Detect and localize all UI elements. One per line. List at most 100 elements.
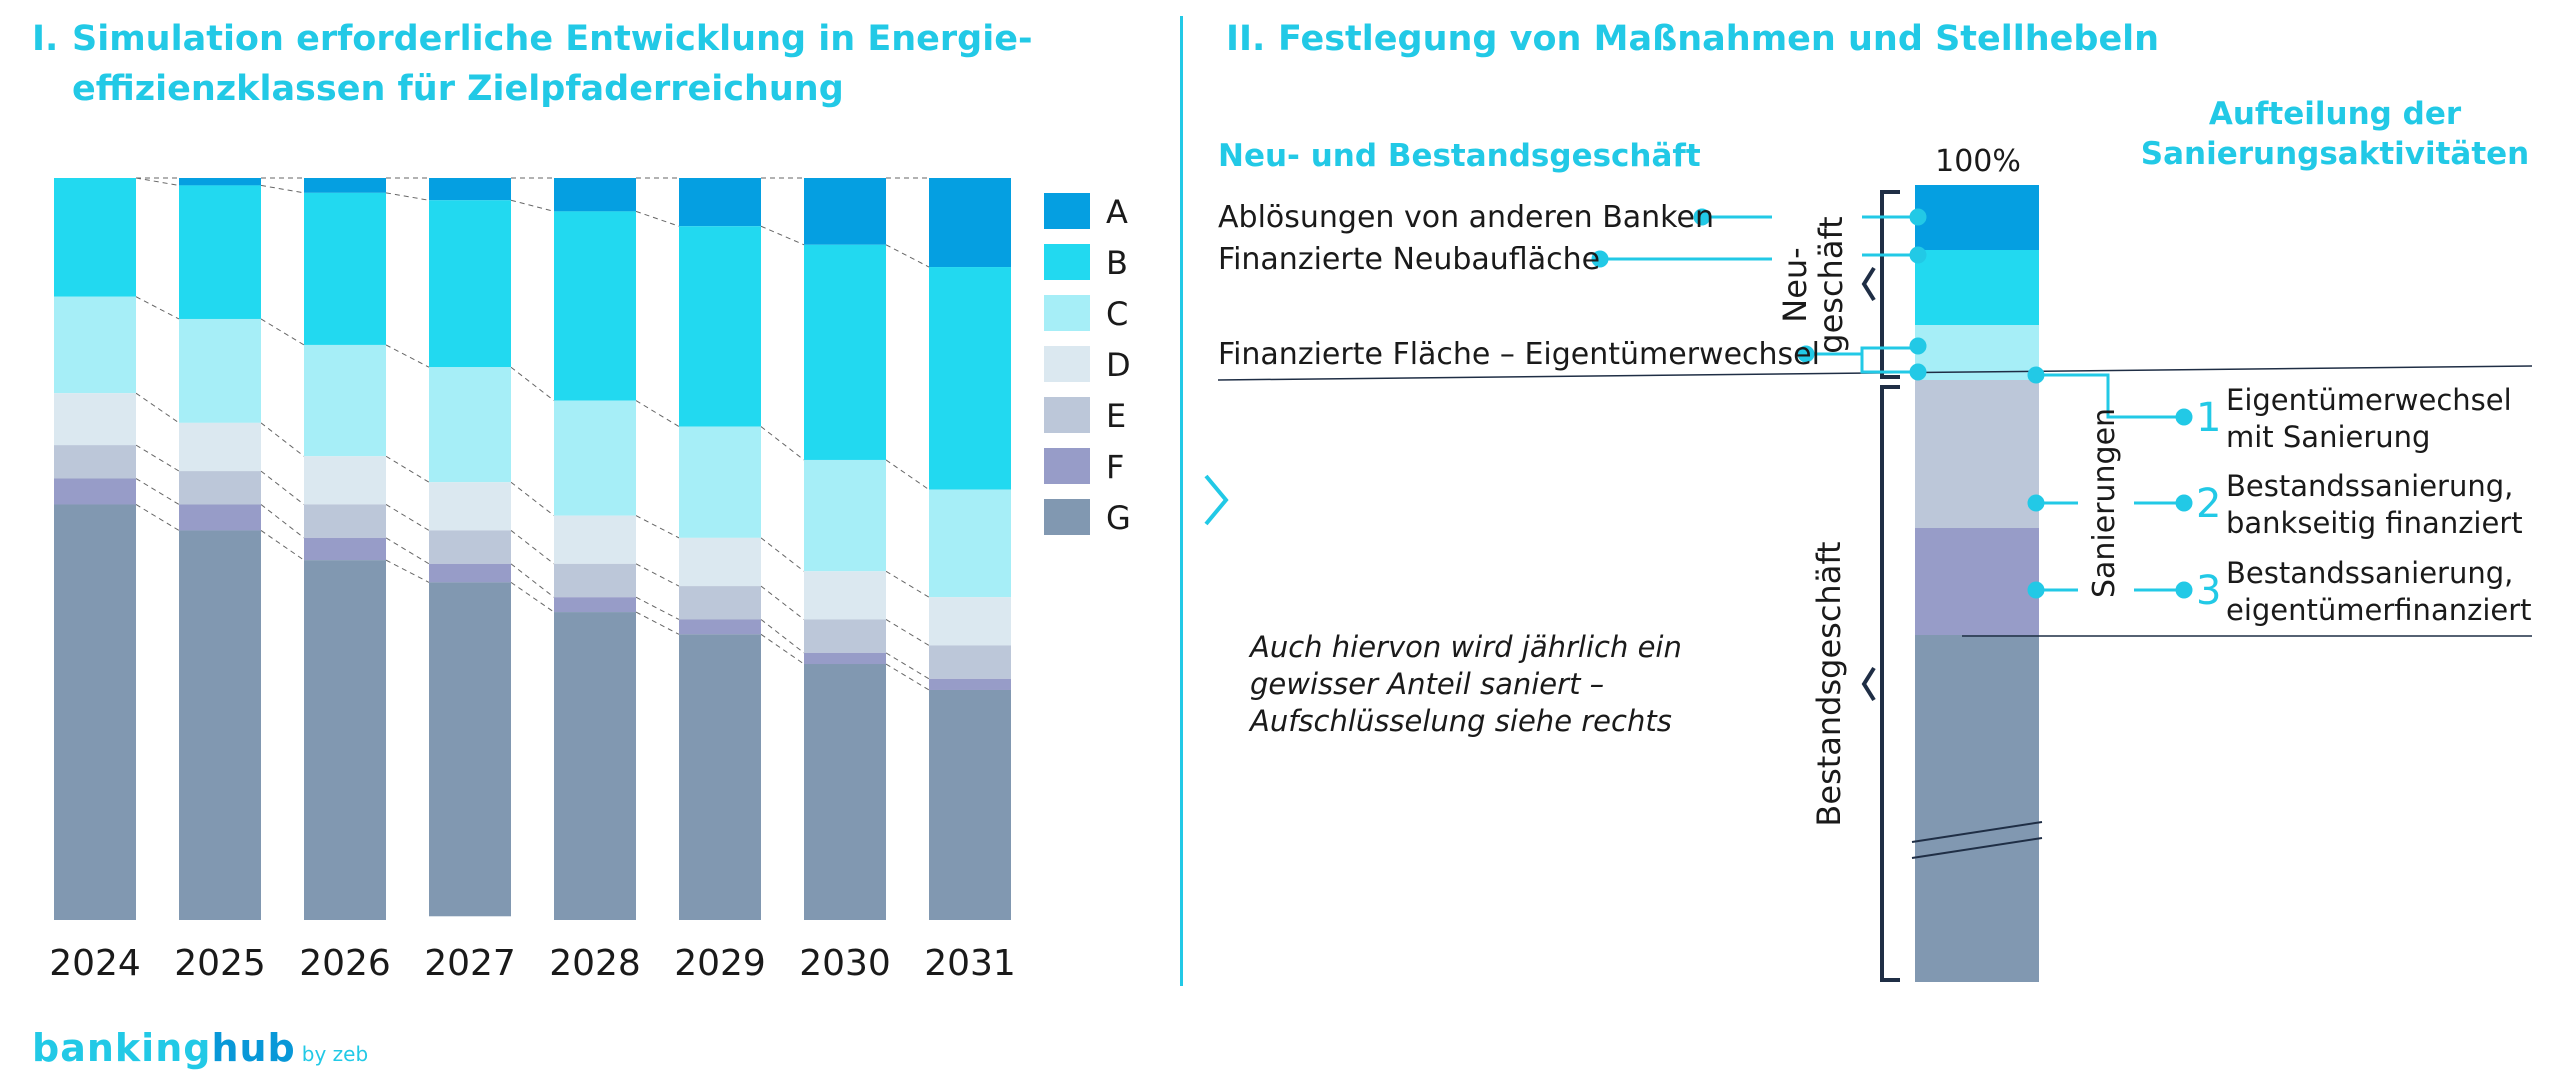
title-left-line1: Simulation erforderliche Entwicklung in … bbox=[72, 19, 1033, 59]
connector-dot bbox=[1693, 208, 1711, 226]
title-left-number: I. bbox=[32, 19, 59, 59]
note-line-1: Auch hiervon wird jährlich ein bbox=[1248, 630, 1682, 664]
connector-dot bbox=[1909, 208, 1927, 226]
bar-2029-D bbox=[679, 537, 761, 587]
bar-connector-line bbox=[635, 611, 680, 635]
neugeschaeft-bracket bbox=[1880, 190, 1900, 379]
bar-connector-line bbox=[885, 244, 930, 268]
step-line2: eigentümerfinanziert bbox=[2226, 593, 2532, 627]
section-left-title: Neu- und Bestandsgeschäft bbox=[1218, 138, 1701, 174]
x-tick-label: 2024 bbox=[49, 943, 141, 984]
bar-connector-line bbox=[510, 199, 555, 212]
bar-2031-E bbox=[929, 645, 1011, 679]
bar-2028-B bbox=[554, 211, 636, 401]
bar-2025-F bbox=[179, 504, 261, 531]
bar-connector-line bbox=[135, 504, 180, 531]
bar-connector-line bbox=[635, 515, 680, 539]
step-number-1: 1 bbox=[2196, 395, 2221, 441]
x-tick-label: 2030 bbox=[799, 943, 891, 984]
bar-connector-line bbox=[760, 537, 805, 572]
bar-2028-E bbox=[554, 563, 636, 598]
legend-swatch-E bbox=[1044, 397, 1090, 433]
item-abloesungen: Ablösungen von anderen Banken bbox=[1218, 200, 1714, 235]
bar-2026-C bbox=[304, 344, 386, 457]
bar-2031-B bbox=[929, 267, 1011, 490]
legend-label-D: D bbox=[1106, 346, 1131, 384]
x-tick-label: 2025 bbox=[174, 943, 266, 984]
bar-connector-line bbox=[385, 504, 430, 531]
bar-2030-F bbox=[804, 652, 886, 665]
bar-connector-line bbox=[510, 366, 555, 401]
connector-dot bbox=[1909, 337, 1927, 355]
bar-segment-bestand-rest bbox=[1915, 635, 2039, 982]
bar-connector-line bbox=[385, 455, 430, 483]
bankinghub-logo: bankinghub by zeb bbox=[32, 1026, 368, 1070]
bar-connector-line bbox=[260, 184, 305, 194]
connector-dot bbox=[1591, 250, 1609, 268]
bar-connector-line bbox=[510, 530, 555, 565]
note-line-3: Aufschlüsselung siehe rechts bbox=[1248, 704, 1672, 738]
item-eigentuemerwechsel: Finanzierte Fläche – Eigentümerwechsel bbox=[1218, 337, 1820, 372]
bar-connector-line bbox=[635, 596, 680, 620]
connector-eigentuemer bbox=[1806, 346, 1918, 356]
bar-2027-F bbox=[429, 563, 511, 583]
bar-2028-A bbox=[554, 178, 636, 212]
bar-connector-line bbox=[885, 619, 930, 646]
bar-2030-C bbox=[804, 459, 886, 572]
legend-swatch-D bbox=[1044, 346, 1090, 382]
bar-2028-C bbox=[554, 400, 636, 516]
x-tick-label: 2028 bbox=[549, 943, 641, 984]
connector-dot bbox=[1797, 345, 1815, 363]
bar-segment-sanierung-1 bbox=[1915, 380, 2039, 528]
bar-connector-line bbox=[135, 392, 180, 424]
connector-step-1 bbox=[2036, 373, 2184, 419]
legend-swatch-A bbox=[1044, 193, 1090, 229]
bar-connector-line bbox=[760, 225, 805, 246]
legend-label-B: B bbox=[1106, 244, 1128, 282]
bar-connector-line bbox=[135, 444, 180, 472]
bar-connector-line bbox=[635, 563, 680, 587]
bar-connector-line bbox=[635, 210, 680, 227]
bar-2026-F bbox=[304, 537, 386, 561]
neugeschaeft-arrow-icon bbox=[1861, 266, 1876, 302]
bar-2025-B bbox=[179, 185, 261, 319]
bar-2027-D bbox=[429, 482, 511, 531]
bar-2028-G bbox=[554, 612, 636, 920]
title-right-number: II. bbox=[1226, 19, 1266, 59]
bar-connector-line bbox=[885, 459, 930, 491]
bar-2025-C bbox=[179, 318, 261, 423]
bar-2026-G bbox=[304, 560, 386, 920]
item-neubau: Finanzierte Neubaufläche bbox=[1218, 242, 1600, 277]
step-line1: Bestandssanierung, bbox=[2226, 469, 2513, 503]
bar-2031-G bbox=[929, 689, 1011, 920]
sanierungen-label: Sanierungen bbox=[2087, 408, 2122, 598]
bar-2027-A bbox=[429, 178, 511, 201]
x-tick-label: 2027 bbox=[424, 943, 516, 984]
bar-connector-line bbox=[760, 585, 805, 620]
bar-2030-A bbox=[804, 178, 886, 245]
bar-connector-line bbox=[135, 478, 180, 505]
bar-connector-line bbox=[260, 504, 305, 539]
legend-label-A: A bbox=[1106, 193, 1128, 231]
legend-swatch-G bbox=[1044, 499, 1090, 535]
legend-swatch-C bbox=[1044, 295, 1090, 331]
legend-label-G: G bbox=[1106, 499, 1131, 537]
neugeschaeft-label-2: geschäft bbox=[1812, 216, 1850, 353]
step-number-2: 2 bbox=[2196, 481, 2221, 527]
bar-2024-B bbox=[54, 178, 136, 297]
legend-swatch-B bbox=[1044, 244, 1090, 280]
bestandsgeschaeft-label: Bestandsgeschäft bbox=[1810, 541, 1848, 826]
bar-2024-D bbox=[54, 393, 136, 446]
bar-2030-B bbox=[804, 244, 886, 460]
x-tick-label: 2031 bbox=[924, 943, 1016, 984]
legend-swatch-F bbox=[1044, 448, 1090, 484]
bar-connector-line bbox=[260, 530, 305, 561]
title-left-line2: effizienzklassen für Zielpfaderreichung bbox=[72, 69, 844, 109]
step-line2: mit Sanierung bbox=[2226, 420, 2430, 454]
bar-segment-abloesungen bbox=[1915, 185, 2039, 250]
connector-dot bbox=[1909, 246, 1927, 264]
bar-2024-E bbox=[54, 445, 136, 479]
step-number-3: 3 bbox=[2196, 568, 2221, 614]
bar-2031-A bbox=[929, 178, 1011, 268]
